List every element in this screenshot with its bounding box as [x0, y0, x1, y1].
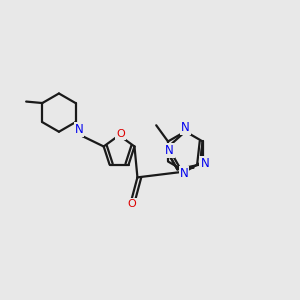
Text: O: O [116, 129, 125, 139]
Text: N: N [165, 144, 174, 157]
Text: N: N [75, 123, 83, 136]
Text: N: N [181, 122, 190, 134]
Text: O: O [127, 199, 136, 209]
Text: N: N [179, 167, 188, 180]
Text: N: N [200, 157, 209, 169]
